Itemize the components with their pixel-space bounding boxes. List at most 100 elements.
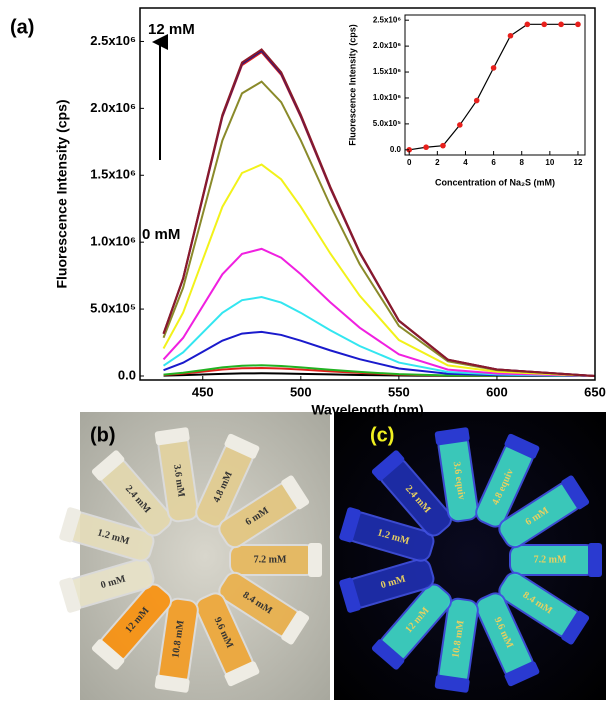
series-line xyxy=(162,163,596,377)
series-line xyxy=(162,48,596,377)
x-axis-label: Concentration of Na₂S (mM) xyxy=(435,177,555,187)
y-tick-label: 0.0 xyxy=(390,145,402,154)
x-tick-label: 600 xyxy=(486,384,508,399)
y-tick-label: 1.0x10⁶ xyxy=(90,234,136,249)
tube: 8.4 mM xyxy=(498,571,590,645)
tube: 12 mM xyxy=(91,583,173,670)
y-tick-label: 1.5x10⁶ xyxy=(373,67,401,76)
tube: 7.2 mM xyxy=(229,543,322,577)
tube-cap xyxy=(561,610,590,645)
marker xyxy=(457,122,463,128)
tube: 9.6 mM xyxy=(195,592,260,687)
x-tick-label: 4 xyxy=(463,158,468,167)
tube-label: 10.8 mM xyxy=(170,619,186,659)
tube-cap xyxy=(224,661,260,687)
tube-cap xyxy=(281,475,310,510)
x-tick-label: 0 xyxy=(407,158,412,167)
marker xyxy=(490,65,497,71)
tube: 6 mM xyxy=(218,475,310,549)
tube-cap xyxy=(339,507,361,543)
tube-cap xyxy=(504,433,540,459)
x-tick-label: 500 xyxy=(290,384,312,399)
marker xyxy=(423,144,429,151)
tube: 12 mM xyxy=(371,583,453,670)
plot-frame xyxy=(404,14,586,156)
tube-cap xyxy=(434,427,470,446)
series-line xyxy=(163,330,596,377)
tube: 10.8 mM xyxy=(434,597,479,693)
marker xyxy=(575,21,581,28)
x-tick-label: 550 xyxy=(388,384,410,399)
tube: 6 mM xyxy=(498,475,590,549)
tube-cap xyxy=(371,450,405,481)
tube-label: 3.6 equiv xyxy=(451,461,467,501)
tube-cap xyxy=(371,639,405,670)
plot-frame xyxy=(139,7,596,381)
tube: 2.4 mM xyxy=(91,450,173,537)
y-tick-label: 2.0x10⁶ xyxy=(90,100,136,115)
panel-label: (b) xyxy=(90,424,116,446)
tube-label: 3.6 mM xyxy=(171,464,187,499)
marker xyxy=(524,21,531,28)
x-axis-label: Wavelength (nm) xyxy=(311,402,423,418)
y-tick-label: 1.5x10⁶ xyxy=(90,167,136,182)
series-line xyxy=(163,364,596,377)
tube: 0 mM xyxy=(339,558,435,613)
series-line xyxy=(162,80,596,377)
panel-label: (c) xyxy=(370,424,394,446)
annotation: 12 mM xyxy=(148,21,195,38)
tube-cap xyxy=(154,674,190,693)
tube-cap xyxy=(561,475,590,510)
tube: 3.6 mM xyxy=(154,427,199,523)
tube: 10.8 mM xyxy=(154,597,199,693)
tube-label: 7.2 mM xyxy=(534,554,567,565)
marker xyxy=(406,147,413,153)
marker xyxy=(558,21,564,28)
y-tick-label: 2.5x10⁶ xyxy=(373,15,401,24)
x-tick-label: 10 xyxy=(545,158,554,167)
y-tick-label: 0.0 xyxy=(118,367,136,382)
x-tick-label: 450 xyxy=(192,384,214,399)
tube-label: 7.2 mM xyxy=(254,554,287,565)
inset-bg xyxy=(405,15,585,155)
tube: 0 mM xyxy=(59,558,155,613)
y-tick-label: 1.0x10⁶ xyxy=(373,93,401,102)
y-tick-label: 2.0x10⁶ xyxy=(373,41,401,50)
tube: 2.4 mM xyxy=(371,450,453,537)
tube: 7.2 mM xyxy=(509,543,602,577)
marker xyxy=(473,97,480,104)
tube-cap xyxy=(339,577,361,613)
tube-cap xyxy=(59,507,81,543)
tube: 4.8 mM xyxy=(195,433,260,528)
x-tick-label: 6 xyxy=(491,158,496,167)
tube-cap xyxy=(59,577,81,613)
tube-cap xyxy=(281,610,310,645)
y-tick-label: 2.5x10⁶ xyxy=(90,33,136,48)
y-axis-label: Fluorescence Intensity (cps) xyxy=(54,99,70,288)
tube: 4.8 equiv xyxy=(475,433,540,528)
tube-label: 10.8 mM xyxy=(450,619,466,659)
tube-cap xyxy=(91,639,125,670)
tube: 3.6 equiv xyxy=(434,427,479,523)
x-tick-label: 12 xyxy=(574,158,583,167)
tube-cap xyxy=(434,674,470,693)
marker xyxy=(507,32,514,39)
y-axis-label: Fluorescence Intensity (cps) xyxy=(347,24,357,146)
x-tick-label: 650 xyxy=(584,384,606,399)
x-tick-label: 2 xyxy=(435,158,440,167)
tube: 1.2 mM xyxy=(59,507,155,562)
tube: 1.2 mM xyxy=(339,507,435,562)
panel-label: (a) xyxy=(10,16,34,38)
x-tick-label: 8 xyxy=(519,158,524,167)
y-tick-label: 5.0x10⁵ xyxy=(373,119,401,128)
tube: 9.6 mM xyxy=(475,592,540,687)
tube-cap xyxy=(224,433,260,459)
tube-cap xyxy=(588,543,602,577)
y-tick-label: 5.0x10⁵ xyxy=(90,301,136,316)
series-line xyxy=(162,247,596,377)
tube-cap xyxy=(504,661,540,687)
tube-cap xyxy=(308,543,322,577)
series-line xyxy=(162,296,596,377)
tube: 8.4 mM xyxy=(218,571,310,645)
